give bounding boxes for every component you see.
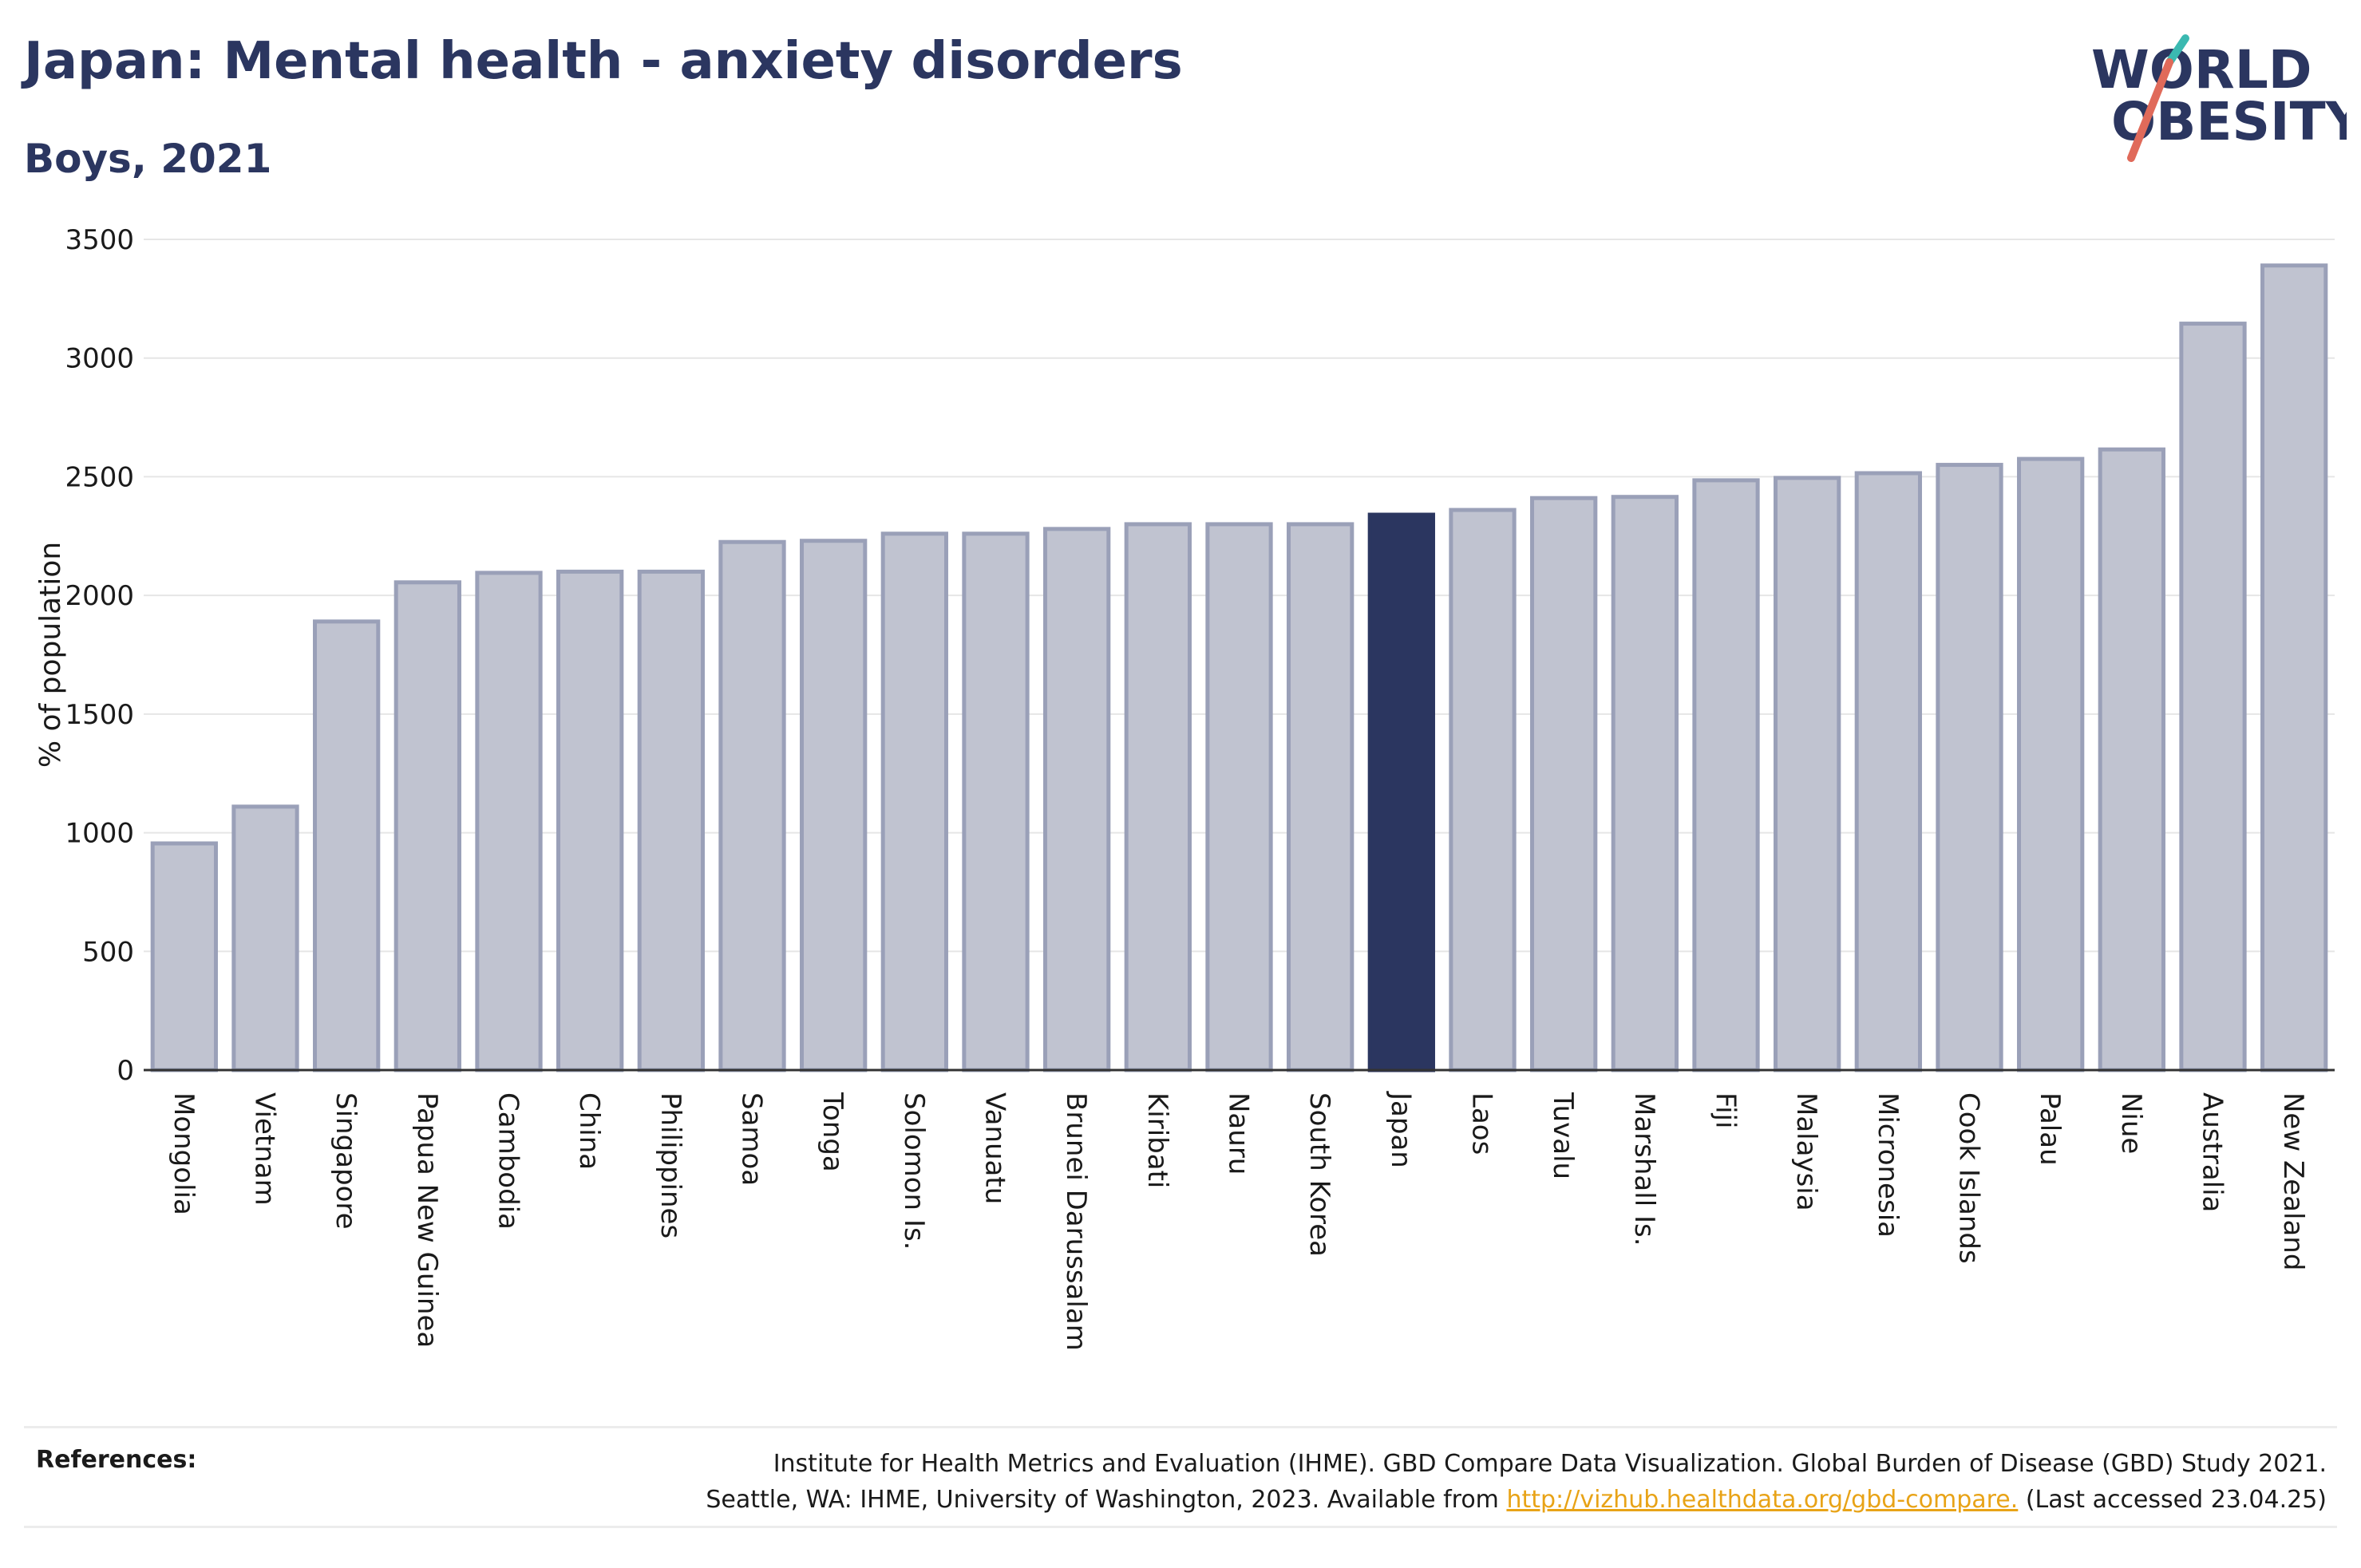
y-tick-label-2000: 2000: [65, 580, 134, 612]
logo-line-1: WORLD: [2091, 39, 2312, 101]
x-tick-label-kiribati: Kiribati: [1141, 1092, 1173, 1188]
y-axis-label: % of population: [34, 542, 67, 768]
bar-cook-islands: [1936, 463, 2003, 1072]
x-tick-label-nauru: Nauru: [1223, 1092, 1255, 1175]
x-tick-label-vanuatu: Vanuatu: [979, 1092, 1011, 1204]
x-tick-label-japan: Japan: [1385, 1091, 1417, 1168]
bar-brunei-darussalam: [1043, 527, 1111, 1072]
x-tick-label-china: China: [573, 1092, 605, 1170]
references-line-1: Institute for Health Metrics and Evaluat…: [773, 1450, 2327, 1478]
logo-slash-teal: [2165, 34, 2189, 66]
x-tick-label-tonga: Tonga: [817, 1092, 848, 1172]
bar-nauru: [1205, 522, 1273, 1072]
y-tick-label-3000: 3000: [65, 343, 134, 375]
y-tick-label-0: 0: [117, 1055, 134, 1087]
references-top-divider: [24, 1426, 2337, 1428]
bar-japan: [1367, 512, 1435, 1072]
x-tick-label-solomon-is-: Solomon Is.: [898, 1092, 930, 1250]
y-tick-label-500: 500: [82, 936, 134, 968]
x-tick-label-tuvalu: Tuvalu: [1547, 1092, 1579, 1179]
bar-new-zealand: [2260, 263, 2328, 1072]
x-tick-label-brunei-darussalam: Brunei Darussalam: [1060, 1092, 1092, 1351]
x-tick-label-micronesia: Micronesia: [1872, 1092, 1904, 1238]
y-tick-label-1000: 1000: [65, 818, 134, 850]
world-obesity-logo: WORLD OBESITY: [2091, 34, 2347, 162]
x-tick-label-niue: Niue: [2115, 1092, 2147, 1154]
bar-palau: [2017, 456, 2085, 1072]
bar-philippines: [637, 569, 705, 1072]
bar-singapore: [313, 619, 381, 1072]
x-tick-label-cook-islands: Cook Islands: [1953, 1092, 1985, 1264]
chart-title: Japan: Mental health - anxiety disorders: [24, 32, 1183, 91]
bar-niue: [2098, 447, 2165, 1072]
bar-solomon-is-: [880, 531, 948, 1072]
bar-papua-new-guinea: [394, 580, 461, 1072]
bar-south-korea: [1287, 522, 1355, 1072]
x-tick-label-mongolia: Mongolia: [168, 1092, 200, 1215]
x-tick-label-south-korea: South Korea: [1303, 1092, 1335, 1257]
x-tick-label-philippines: Philippines: [655, 1092, 686, 1238]
bar-malaysia: [1774, 476, 1841, 1072]
x-tick-label-malaysia: Malaysia: [1790, 1092, 1822, 1211]
references-line-2: Seattle, WA: IHME, University of Washing…: [706, 1482, 2327, 1518]
references-text: Institute for Health Metrics and Evaluat…: [706, 1446, 2327, 1518]
y-tick-label-1500: 1500: [65, 699, 134, 731]
x-tick-label-marshall-is-: Marshall Is.: [1628, 1092, 1660, 1246]
bar-china: [556, 569, 624, 1072]
logo-slash-coral: [2127, 58, 2173, 162]
x-tick-label-cambodia: Cambodia: [492, 1092, 524, 1230]
x-tick-label-samoa: Samoa: [736, 1092, 768, 1186]
bar-marshall-is-: [1611, 495, 1679, 1072]
x-tick-label-vietnam: Vietnam: [249, 1092, 281, 1206]
bar-vietnam: [231, 804, 299, 1072]
references-line-2-prefix: Seattle, WA: IHME, University of Washing…: [706, 1486, 1507, 1514]
x-tick-label-australia: Australia: [2197, 1092, 2229, 1212]
bar-chart: 0 500 1000 1500 2000 2500 3000 3500 % of populat…: [34, 224, 2335, 1351]
bar-mongolia: [150, 841, 218, 1072]
x-tick-label-papua-new-guinea: Papua New Guinea: [411, 1092, 443, 1348]
bar-australia: [2179, 322, 2247, 1072]
references-label: References:: [36, 1446, 197, 1474]
x-tick-label-fiji: Fiji: [1710, 1092, 1742, 1128]
x-tick-label-palau: Palau: [2034, 1092, 2066, 1166]
bar-samoa: [718, 539, 786, 1072]
references-line-2-suffix: (Last accessed 23.04.25): [2018, 1486, 2327, 1514]
references-bottom-divider: [24, 1526, 2337, 1528]
y-tick-label-3500: 3500: [65, 224, 134, 256]
y-tick-label-2500: 2500: [65, 461, 134, 493]
x-tick-label-laos: Laos: [1466, 1092, 1498, 1155]
references-link[interactable]: http://vizhub.healthdata.org/gbd-compare…: [1506, 1486, 2019, 1514]
x-tick-label-new-zealand: New Zealand: [2277, 1092, 2309, 1270]
x-tick-label-singapore: Singapore: [330, 1092, 362, 1230]
bar-micronesia: [1854, 471, 1922, 1072]
bar-fiji: [1692, 478, 1760, 1072]
chart-subtitle: Boys, 2021: [24, 136, 272, 182]
bar-cambodia: [475, 571, 543, 1072]
bar-laos: [1449, 508, 1517, 1072]
bar-tuvalu: [1530, 496, 1598, 1072]
bar-tonga: [800, 539, 868, 1072]
bar-kiribati: [1124, 522, 1192, 1072]
bar-vanuatu: [962, 531, 1030, 1072]
